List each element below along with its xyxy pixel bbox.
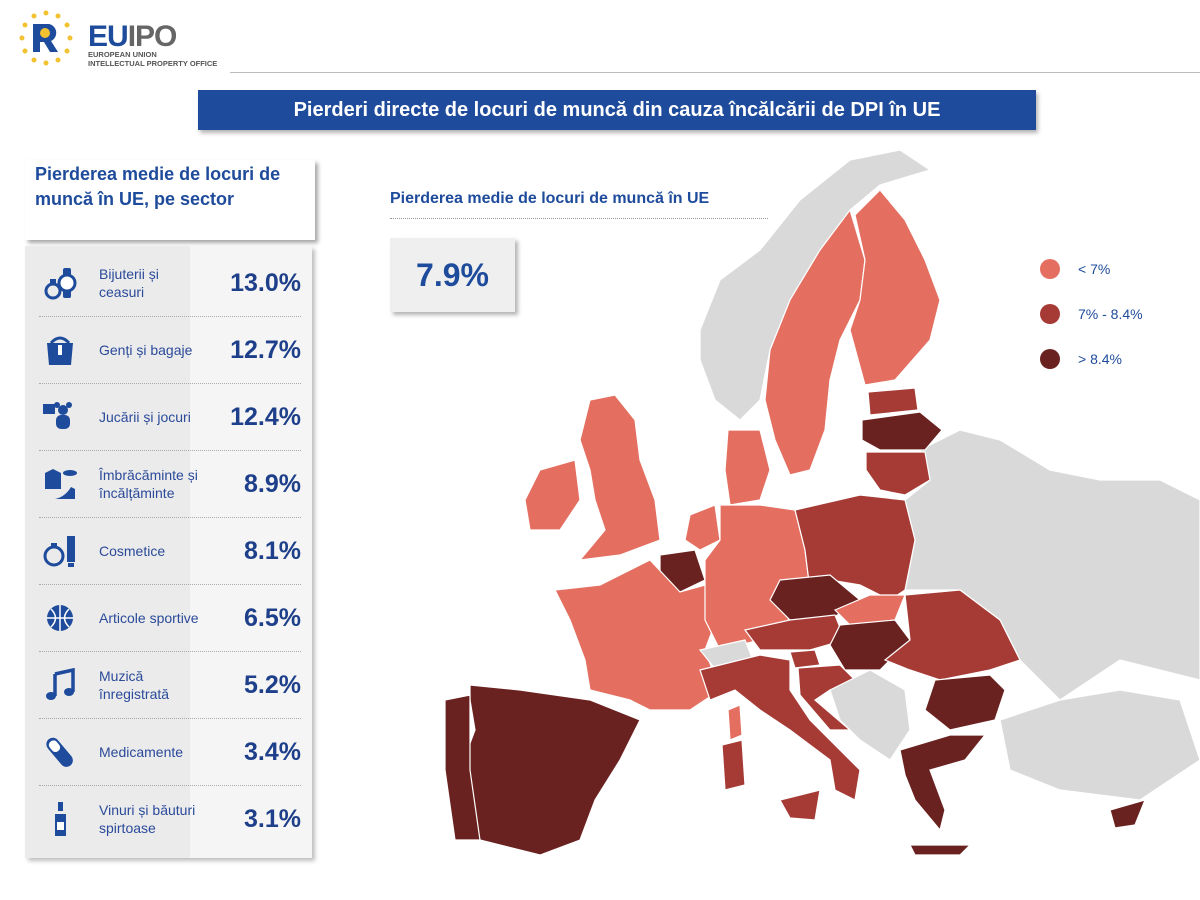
region-romania [883, 589, 1021, 681]
region-latvia [861, 411, 943, 451]
region-corsica [727, 704, 743, 741]
music-note-icon [46, 668, 75, 700]
basketball-icon [47, 605, 73, 631]
sector-row: Îmbrăcăminte și încălțăminte 8.9% [39, 451, 301, 518]
jewelry-watch-icon [44, 268, 77, 300]
logo-subtitle: EUROPEAN UNION INTELLECTUAL PROPERTY OFFI… [88, 50, 218, 68]
region-lithuania [865, 451, 931, 496]
region-denmark [724, 429, 771, 506]
region-cyprus [1109, 799, 1147, 829]
sector-value: 5.2% [244, 671, 301, 699]
legend-label: > 8.4% [1078, 351, 1122, 367]
header-divider [230, 72, 1200, 73]
region-netherlands [684, 504, 721, 551]
sector-row: Jucării și jocuri 12.4% [39, 384, 301, 451]
sector-label: Cosmetice [99, 543, 166, 559]
legend-item-low: < 7% [1040, 259, 1110, 279]
pill-icon [46, 737, 73, 767]
legend-label: 7% - 8.4% [1078, 306, 1143, 322]
sector-label: Medicamente [99, 744, 184, 760]
euipo-wordmark: EUIPO [88, 20, 177, 53]
wine-bottle-icon [55, 802, 66, 836]
sector-label: Jucării și jocuri [99, 409, 191, 425]
euipo-logo-icon [19, 10, 73, 66]
region-italy [699, 654, 861, 801]
region-slovenia [789, 649, 821, 669]
page-title: Pierderi directe de locuri de muncă din … [198, 90, 1036, 130]
sector-value: 3.1% [244, 805, 301, 833]
region-slovakia [833, 594, 906, 626]
region-croatia [797, 664, 862, 731]
sector-label: Genți și bagaje [99, 342, 193, 358]
sector-row: Bijuterii și ceasuri 13.0% [39, 250, 301, 317]
region-sardinia [721, 739, 746, 791]
region-sweden [764, 208, 866, 476]
sector-value: 3.4% [244, 738, 301, 766]
region-finland [849, 189, 941, 386]
region-greece [899, 734, 987, 832]
sector-row: Vinuri și băuturi spirtoase 3.1% [39, 786, 301, 852]
toys-icon [43, 402, 72, 429]
region-crete [909, 844, 972, 856]
sector-value: 8.1% [244, 537, 301, 565]
sector-row: Articole sportive 6.5% [39, 585, 301, 652]
legend-item-high: > 8.4% [1040, 349, 1122, 369]
legend-swatch [1040, 349, 1060, 369]
region-estonia [867, 387, 919, 416]
eu-average-label: Pierderea medie de locuri de muncă în UE [390, 190, 768, 219]
legend-swatch [1040, 304, 1060, 324]
region-bulgaria [924, 674, 1006, 731]
sector-value: 12.7% [230, 336, 301, 364]
sector-row: Genți și bagaje 12.7% [39, 317, 301, 384]
clothing-shoes-icon [45, 469, 77, 499]
sector-label: Vinuri și băuturi spirtoase [99, 802, 196, 836]
sector-label: Îmbrăcăminte și încălțăminte [99, 467, 198, 501]
sector-value: 8.9% [244, 470, 301, 498]
region-sicily [779, 789, 821, 821]
handbag-icon [47, 336, 73, 365]
cosmetics-icon [43, 536, 75, 567]
sector-value: 12.4% [230, 403, 301, 431]
sector-row: Muzică înregistrată 5.2% [39, 652, 301, 719]
sector-label: Bijuterii și ceasuri [99, 266, 159, 300]
sector-table: Bijuterii și ceasuri 13.0% Genți și baga… [25, 246, 312, 858]
sector-value: 13.0% [230, 269, 301, 297]
sector-label: Articole sportive [99, 610, 199, 626]
sector-row: Medicamente 3.4% [39, 719, 301, 786]
sector-label: Muzică înregistrată [99, 668, 170, 702]
region-portugal [444, 694, 481, 841]
region-turkey [999, 689, 1200, 801]
region-spain [459, 684, 641, 856]
region-ireland [524, 459, 581, 531]
region-western-balkans [829, 669, 911, 761]
region-uk [578, 394, 661, 561]
sector-value: 6.5% [244, 604, 301, 632]
sector-row: Cosmetice 8.1% [39, 518, 301, 585]
legend-label: < 7% [1078, 261, 1111, 277]
legend-item-mid: 7% - 8.4% [1040, 304, 1143, 324]
legend-swatch [1040, 259, 1060, 279]
sector-panel-heading: Pierderea medie de locuri de muncă în UE… [25, 160, 315, 240]
eu-average-value: 7.9% [390, 238, 515, 312]
